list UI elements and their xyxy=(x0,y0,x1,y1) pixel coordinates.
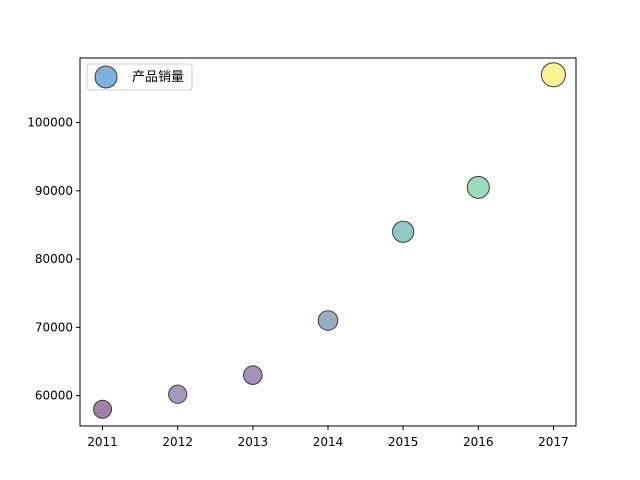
x-tick-label: 2011 xyxy=(87,435,118,449)
y-tick-label: 100000 xyxy=(27,116,73,130)
data-point xyxy=(466,175,490,199)
y-axis: 60000 70000 80000 90000 100000 xyxy=(27,116,80,403)
y-tick-label: 60000 xyxy=(35,389,73,403)
legend-marker xyxy=(94,65,118,89)
point-layer xyxy=(93,62,566,419)
x-tick-label: 2014 xyxy=(313,435,344,449)
x-tick-label: 2015 xyxy=(388,435,419,449)
x-tick-label: 2012 xyxy=(162,435,193,449)
y-tick-label: 80000 xyxy=(35,252,73,266)
x-tick-label: 2016 xyxy=(463,435,494,449)
x-tick-label: 2017 xyxy=(538,435,569,449)
data-point xyxy=(540,62,566,88)
data-point xyxy=(93,399,113,419)
data-point xyxy=(168,384,188,404)
x-axis: 2011 2012 2013 2014 2015 2016 2017 xyxy=(87,426,569,449)
legend-label: 产品销量 xyxy=(132,70,184,85)
data-point xyxy=(243,365,263,385)
legend: 产品销量 xyxy=(86,63,193,91)
data-point xyxy=(317,310,339,331)
plot-frame xyxy=(79,57,577,427)
y-tick-label: 70000 xyxy=(35,320,73,334)
data-point xyxy=(392,220,415,243)
x-tick-label: 2013 xyxy=(238,435,269,449)
y-tick-label: 90000 xyxy=(35,184,73,198)
